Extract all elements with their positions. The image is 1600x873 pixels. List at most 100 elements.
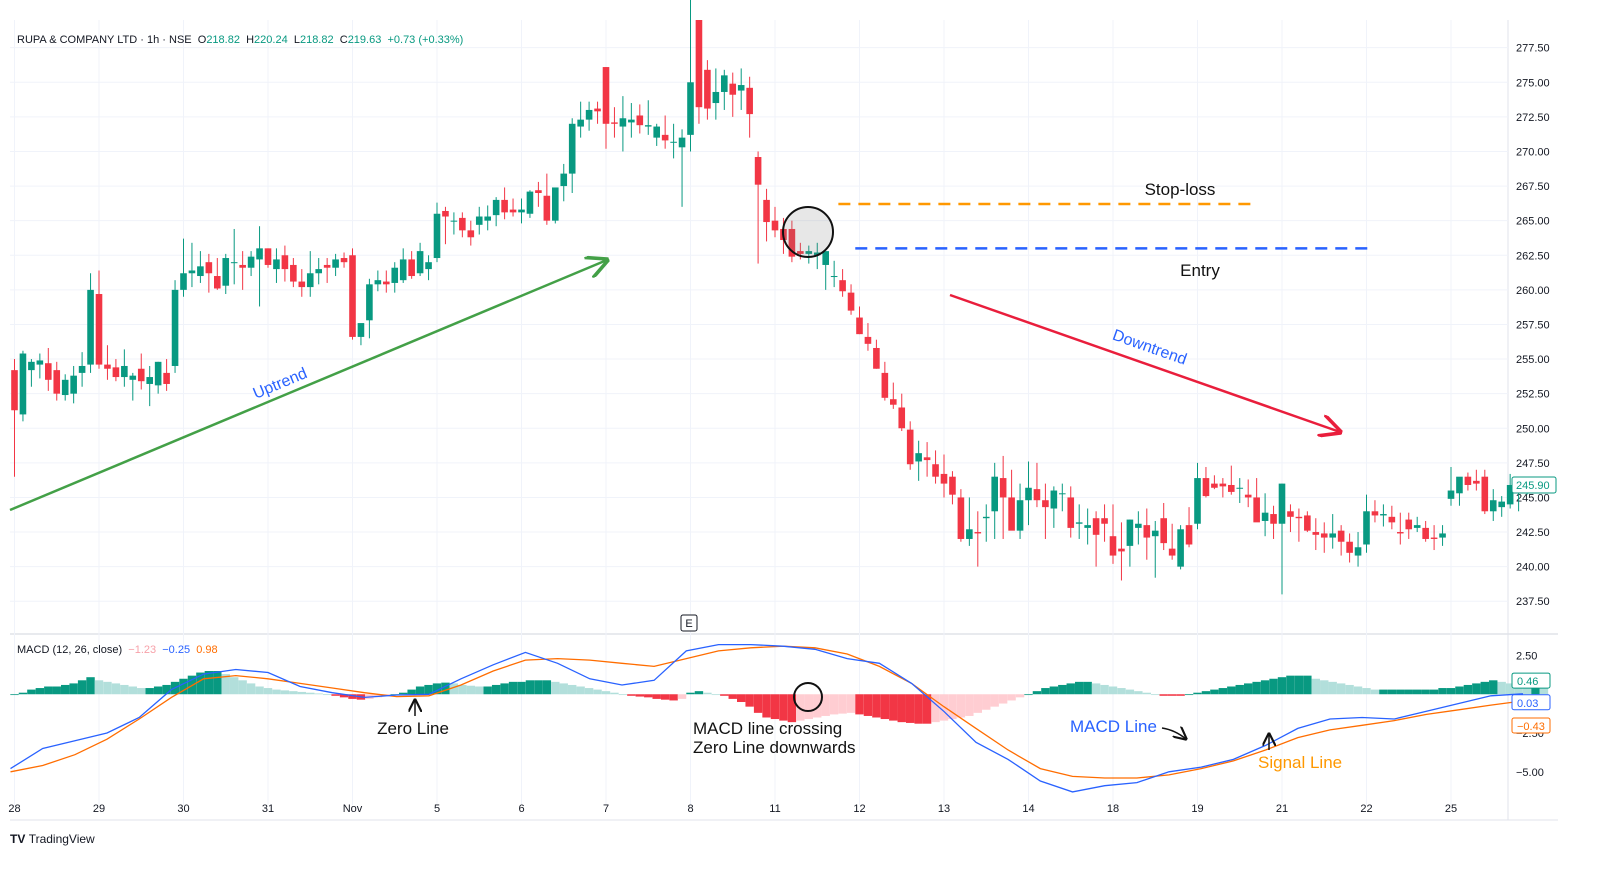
candle-body [1287,511,1294,517]
candle [501,187,508,220]
candle-body [737,85,745,91]
histogram-bar [1058,684,1067,695]
candle-body [949,476,956,495]
histogram-bar [128,686,137,695]
candle [771,206,779,238]
time-tick-label: Nov [343,803,363,815]
histogram-bar [559,683,568,695]
candle [594,101,601,124]
histogram-bar [441,682,450,695]
histogram-bar [1125,689,1135,695]
candle [1025,461,1032,526]
histogram-bar [1167,694,1177,696]
histogram-bar [86,677,95,695]
candle-body [87,289,94,365]
candle-body [1033,489,1041,501]
candle [1380,504,1387,527]
histogram-bar [618,694,628,696]
time-tick-label: 11 [769,803,780,815]
candle-body [797,251,804,254]
histogram-bar [542,680,552,695]
candle-body [1270,514,1277,524]
histogram-bar [796,694,805,721]
histogram-bar [1007,694,1016,701]
close-value: 219.63 [347,34,382,46]
tradingview-logo[interactable]: TV TradingView [10,832,95,846]
histogram-bar [1041,688,1050,695]
candle-body [11,370,18,411]
histogram-bar [1151,694,1160,696]
candle [1346,533,1353,563]
candle [585,101,593,131]
histogram-bar [525,680,535,695]
histogram-bar [770,694,780,720]
histogram-bar [1421,689,1430,695]
histogram-bar [238,680,247,695]
macd-signal-value: 0.98 [196,644,218,656]
candle-body [1126,519,1134,546]
candle-body [1143,525,1151,538]
candle [129,372,137,401]
candle-body [535,190,542,193]
candle-body [197,266,204,277]
candle [704,60,711,120]
candle-body [982,516,990,519]
candle [281,245,289,282]
candle-body [670,141,677,143]
price-tick-label: 245.00 [1516,492,1550,504]
histogram-bar [787,694,797,723]
histogram-bar [1193,692,1202,695]
candle [1430,525,1438,551]
macd-cross-label-1: MACD line crossing [693,719,842,738]
histogram-bar [965,694,974,716]
candle [1219,478,1227,498]
candle [70,365,77,404]
candle-body [1185,525,1193,545]
candle-body [754,157,762,185]
candle [36,353,44,379]
histogram-bar [906,694,915,723]
candle [552,187,559,224]
candle-body [1228,484,1235,492]
candle [949,471,956,505]
candle [1244,479,1252,508]
macd-indicator-label: MACD (12, 26, close) [17,644,123,656]
candle [205,253,213,293]
macd-line-label: MACD Line [1070,717,1157,736]
histogram-bar [1489,680,1498,695]
histogram-bar [821,694,830,716]
candle-body [906,429,914,465]
histogram-bar [407,689,416,695]
histogram-bar [35,688,45,695]
candle [137,353,145,390]
histogram-bar [1244,683,1253,695]
macd-cross-circle [793,682,823,712]
histogram-bar [1294,675,1304,695]
candle-body [188,270,196,274]
candle [315,258,322,285]
entry-label: Entry [1180,261,1220,280]
candle-body [957,497,965,539]
candle [1042,483,1049,539]
tradingview-name: TradingView [28,832,95,846]
candle [1489,489,1497,521]
histogram-bar [137,688,146,695]
candle-body [1481,476,1489,512]
candle-body [1473,480,1480,484]
downtrend-label: Downtrend [1110,327,1189,369]
histogram-bar [263,688,273,695]
candle-body [273,259,280,270]
candle-body [568,123,576,174]
histogram-bar [162,684,171,695]
histogram-bar [221,674,230,695]
candle-body [146,377,153,384]
high-value: 220.24 [254,34,288,46]
macd-tick-label: −5.00 [1516,767,1544,779]
candle [1084,508,1091,545]
histogram-bar [272,689,281,695]
candle [1261,493,1269,537]
histogram-bar [593,689,602,695]
candle [492,197,500,227]
candle-body [1101,518,1108,524]
